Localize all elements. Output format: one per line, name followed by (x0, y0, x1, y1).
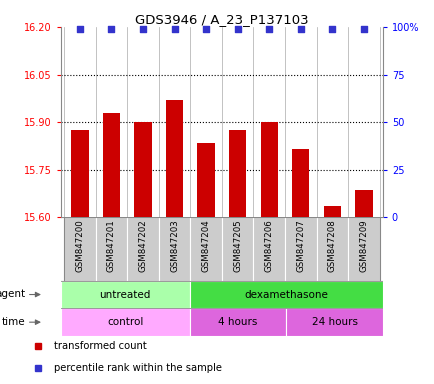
Text: percentile rank within the sample: percentile rank within the sample (54, 363, 221, 373)
Text: GSM847208: GSM847208 (327, 219, 336, 272)
Point (202, 26, 209, 32)
Bar (102, 113, 120, 217)
Bar (197, 143, 214, 217)
Text: 4 hours: 4 hours (218, 317, 257, 327)
Point (296, 26, 303, 32)
Bar (165, 100, 183, 217)
Text: time: time (2, 317, 26, 327)
Text: GSM847200: GSM847200 (75, 219, 84, 272)
Text: GSM847209: GSM847209 (358, 219, 368, 272)
Point (328, 26, 335, 32)
Point (139, 26, 146, 32)
Text: transformed count: transformed count (54, 341, 146, 351)
Text: GSM847205: GSM847205 (233, 219, 242, 272)
Bar (221, 217, 253, 281)
Bar (61, 308, 189, 336)
Bar (64, 217, 95, 281)
Text: 24 hours: 24 hours (311, 317, 357, 327)
Text: dexamethasone: dexamethasone (244, 290, 327, 300)
Bar (284, 217, 316, 281)
Point (76, 26, 83, 32)
Bar (355, 190, 372, 217)
Bar (323, 206, 340, 217)
Bar (228, 130, 246, 217)
Bar (134, 122, 151, 217)
Bar (189, 308, 286, 336)
Point (171, 26, 178, 32)
Bar (95, 217, 127, 281)
Title: GDS3946 / A_23_P137103: GDS3946 / A_23_P137103 (135, 13, 308, 26)
Text: GSM847203: GSM847203 (170, 219, 179, 272)
Point (108, 26, 115, 32)
Point (233, 26, 240, 32)
Bar (291, 149, 309, 217)
Bar (316, 217, 347, 281)
Bar (61, 281, 189, 308)
Text: GSM847206: GSM847206 (264, 219, 273, 272)
Text: control: control (107, 317, 143, 327)
Bar (127, 217, 158, 281)
Bar (286, 308, 382, 336)
Text: GSM847201: GSM847201 (107, 219, 115, 272)
Text: untreated: untreated (99, 290, 151, 300)
Bar (260, 122, 277, 217)
Point (359, 26, 366, 32)
Bar (347, 217, 379, 281)
Point (265, 26, 272, 32)
Bar (71, 130, 88, 217)
Text: agent: agent (0, 289, 26, 299)
Text: GSM847204: GSM847204 (201, 219, 210, 272)
Bar (190, 217, 221, 281)
Bar (158, 217, 190, 281)
Text: GSM847202: GSM847202 (138, 219, 147, 272)
Bar (253, 217, 284, 281)
Text: GSM847207: GSM847207 (296, 219, 305, 272)
Bar (189, 281, 382, 308)
